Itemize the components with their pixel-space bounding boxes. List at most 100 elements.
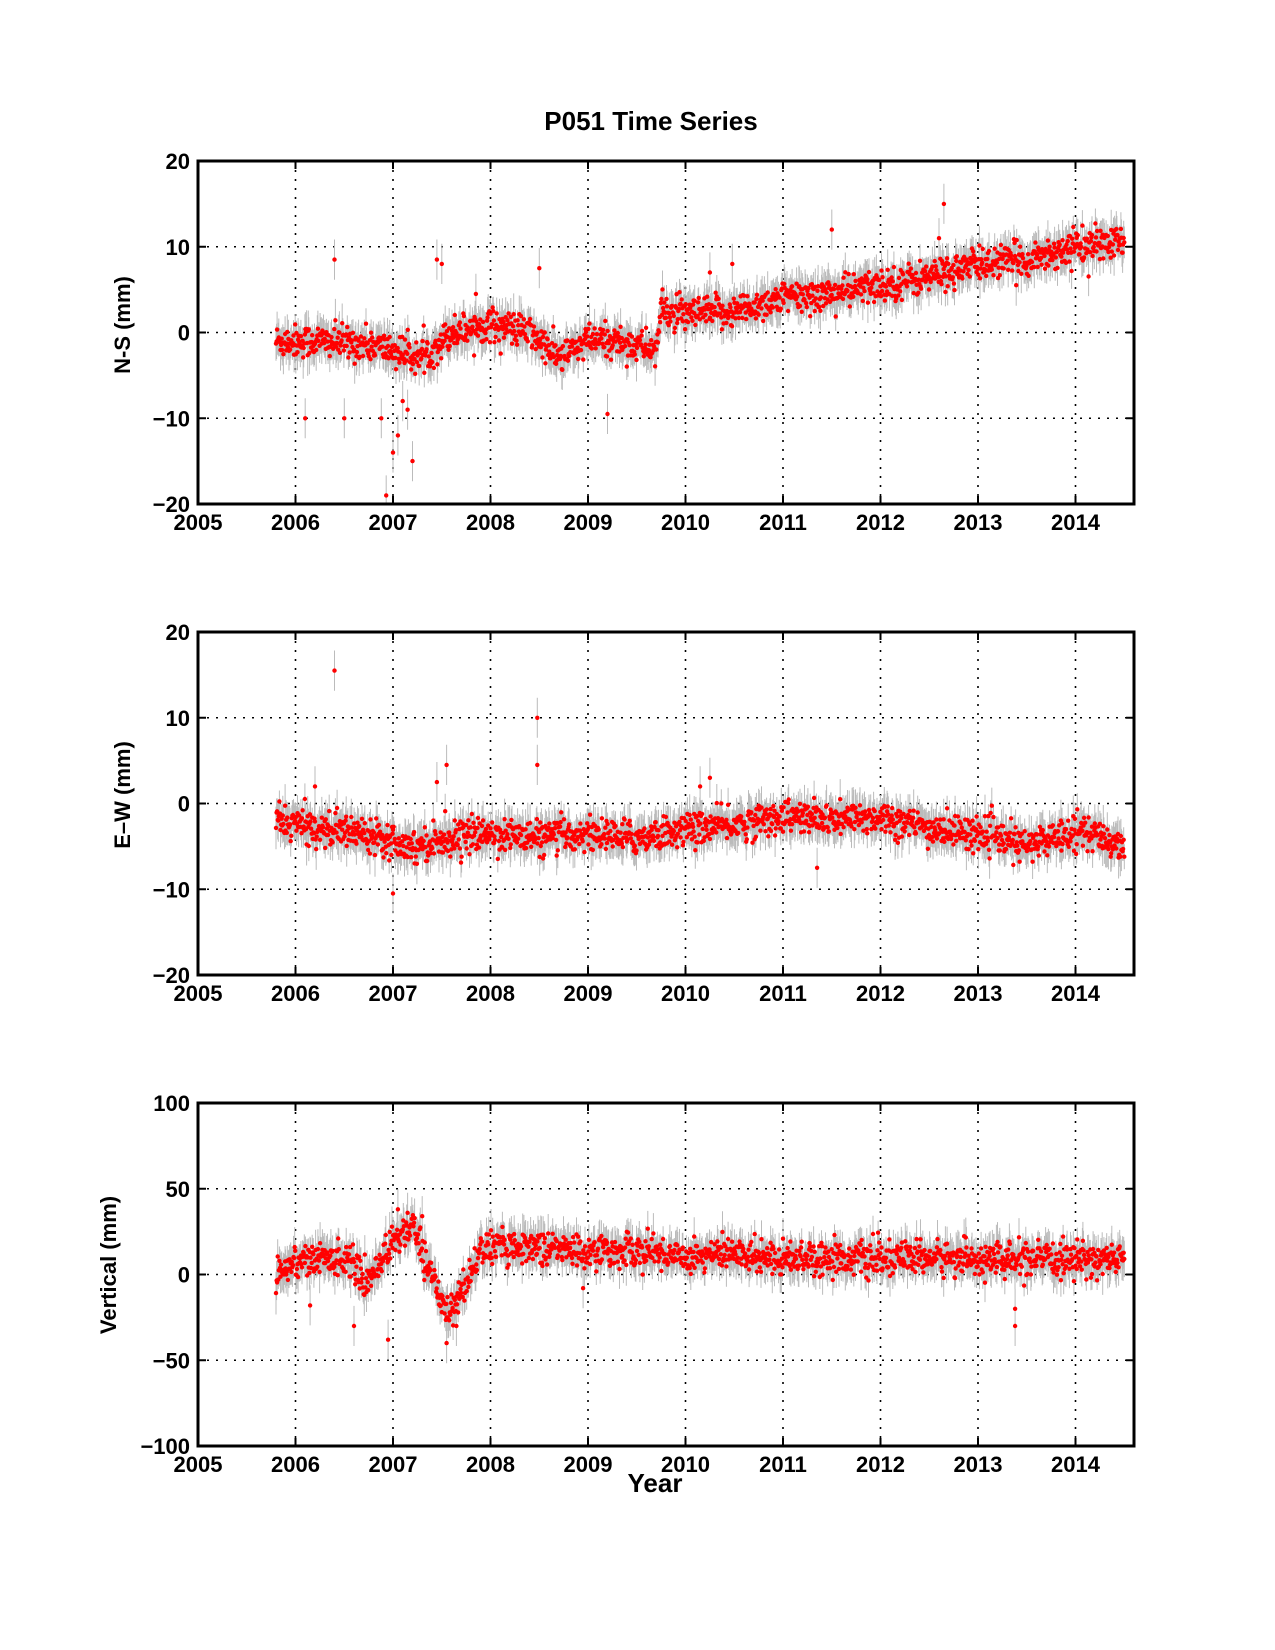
panel-ew-point	[503, 847, 508, 853]
panel-vertical-point	[715, 1239, 720, 1244]
panel-ns-point	[424, 347, 429, 352]
panel-ns-point	[426, 354, 431, 359]
panel-ew-point	[297, 813, 302, 818]
panel-ns-point	[414, 340, 419, 345]
panel-ew-point	[273, 825, 279, 831]
panel-ns-point	[818, 295, 824, 300]
panel-ns-point	[648, 355, 653, 360]
panel-vertical-point	[515, 1249, 520, 1255]
panel-vertical-point	[964, 1245, 969, 1250]
panel-ew-point	[372, 852, 378, 858]
panel-ns-point	[945, 284, 950, 289]
panel-ns-point	[761, 318, 766, 324]
panel-ns-point	[438, 332, 443, 337]
panel-vertical-point	[1068, 1252, 1074, 1257]
panel-ns-point	[865, 300, 871, 305]
panel-vertical-point	[826, 1249, 831, 1254]
panel-ew-point	[281, 821, 286, 827]
panel-ew-point	[805, 812, 810, 818]
panel-ew-point	[753, 834, 759, 839]
panel-vertical-point	[1100, 1271, 1105, 1277]
panel-vertical-point	[587, 1261, 593, 1267]
panel-vertical-point	[388, 1242, 394, 1247]
panel-ns-point	[649, 338, 654, 343]
panel-ns-point	[440, 344, 445, 349]
panel-ns-xtick-label: 2011	[759, 510, 807, 535]
panel-vertical-point	[1117, 1244, 1122, 1249]
panel-ew-point	[517, 824, 522, 829]
panel-ew-point	[613, 823, 618, 829]
panel-vertical-point	[886, 1265, 891, 1270]
panel-ew-point	[656, 828, 661, 833]
panel-ns-point	[728, 305, 733, 310]
panel-ew-point	[703, 823, 709, 828]
panel-ew-point	[480, 818, 486, 823]
panel-ew-point	[989, 803, 994, 808]
panel-ew-point	[942, 839, 947, 844]
panel-ns-point	[747, 303, 752, 308]
panel-vertical-point	[492, 1249, 498, 1254]
panel-ns-point	[1042, 253, 1047, 259]
panel-ew-point	[340, 827, 345, 832]
panel-ew-point	[287, 822, 293, 827]
panel-ew-point	[413, 854, 418, 859]
panel-ew-point	[925, 846, 931, 851]
panel-ns-xtick-label: 2014	[1051, 510, 1101, 535]
panel-vertical-point	[490, 1261, 495, 1267]
panel-ns-point	[683, 302, 688, 307]
panel-vertical-point	[908, 1263, 914, 1269]
panel-ew-point	[276, 818, 281, 823]
panel-vertical-point	[839, 1261, 844, 1266]
panel-ew-point	[915, 810, 920, 815]
panel-ns-point	[1097, 256, 1103, 262]
panel-ew-point	[280, 813, 285, 818]
panel-ns-point	[569, 344, 575, 349]
panel-vertical-point	[983, 1244, 988, 1250]
panel-ew-point	[431, 851, 437, 856]
panel-ew-point	[651, 838, 657, 843]
panel-ew-point	[319, 815, 324, 820]
panel-ew-point	[681, 839, 686, 845]
panel-vertical-point	[1054, 1251, 1059, 1257]
panel-ew-point	[602, 831, 607, 837]
panel-ew-point	[642, 826, 647, 831]
panel-ew-point	[1040, 827, 1046, 833]
panel-ew-point	[825, 825, 830, 830]
panel-ns-point	[773, 287, 778, 292]
panel-ns-point	[697, 317, 702, 322]
panel-vertical-point	[807, 1240, 812, 1246]
panel-ns-point	[666, 323, 671, 328]
panel-vertical-point	[788, 1239, 793, 1244]
panel-vertical-point	[624, 1262, 629, 1268]
panel-ew-xtick-label: 2008	[466, 981, 515, 1006]
panel-ew-point	[938, 817, 943, 822]
panel-ns-point	[381, 333, 387, 338]
panel-ew-point	[966, 847, 971, 852]
panel-ns-point	[795, 294, 800, 299]
panel-vertical-point	[328, 1253, 333, 1258]
panel-ns-point	[368, 330, 374, 335]
panel-vertical-point	[543, 1255, 549, 1261]
panel-ew-point	[864, 827, 869, 832]
panel-ew-point	[565, 835, 570, 840]
panel-vertical-point	[703, 1255, 709, 1261]
panel-ew-point	[351, 821, 357, 826]
panel-vertical-point	[572, 1240, 577, 1245]
panel-ns-point	[527, 316, 533, 322]
panel-vertical-point	[1093, 1260, 1098, 1265]
panel-ns-point	[954, 254, 959, 259]
panel-ew-point	[1066, 818, 1071, 823]
panel-ew-point	[1095, 832, 1100, 837]
panel-ew-point	[1072, 827, 1077, 832]
panel-vertical-point	[447, 1318, 452, 1323]
panel-vertical-point	[978, 1246, 984, 1251]
panel-ns-point	[737, 310, 743, 315]
panel-ns-point	[754, 292, 760, 297]
panel-ew-point	[913, 831, 919, 836]
panel-ns-point	[409, 367, 414, 372]
panel-ns-point	[829, 292, 834, 298]
panel-ns-point	[806, 286, 811, 291]
panel-vertical-point	[555, 1253, 560, 1258]
panel-ew-point	[688, 817, 693, 822]
